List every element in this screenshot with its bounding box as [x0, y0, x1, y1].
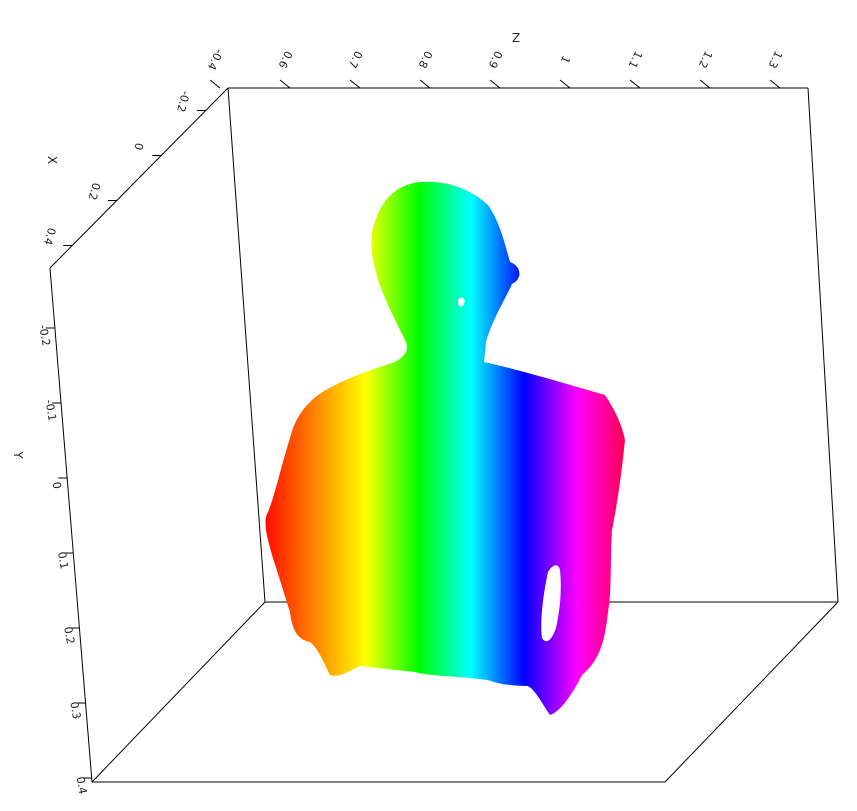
x-tick-label: -0.2 [174, 89, 192, 113]
y-tick-label: 0.3 [67, 701, 83, 720]
y-tick-label: 0 [50, 481, 64, 490]
point-cloud [265, 181, 625, 715]
z-tick-label: 1.3 [766, 49, 785, 70]
box-edge-back-right [807, 87, 839, 603]
y-tick-label: -0.1 [42, 399, 59, 422]
y-tick-label: 0.1 [55, 551, 71, 570]
z-tick-label: 1.1 [626, 49, 645, 70]
z-tick-mark [699, 79, 711, 89]
x-tick-label: 0.2 [86, 181, 103, 201]
z-tick-label: 0.6 [276, 49, 295, 70]
box-edge-bottom-right [664, 601, 839, 783]
z-axis-title: Z [512, 30, 520, 44]
z-tick-mark [419, 79, 431, 89]
y-axis-ticks: -0.2 -0.1 0 0.1 0.2 0.3 0.4 [36, 324, 92, 795]
y-tick-label: -0.2 [36, 324, 53, 347]
x-axis-ticks: -0.2 0 0.2 0.4 [41, 89, 206, 247]
point-cloud-hole [541, 565, 561, 642]
z-tick-mark [559, 79, 571, 89]
z-axis-ticks: -0.4 0.6 0.7 0.8 0.9 1 1.1 1.2 1.3 [205, 47, 785, 89]
point-cloud-neck-shadow [458, 297, 465, 307]
z-tick-mark [349, 79, 361, 89]
box-edge-y-axis [49, 267, 93, 783]
box-edge-x-axis [49, 87, 229, 269]
x-tick-label: 0.4 [41, 226, 58, 246]
z-tick-mark [769, 79, 781, 89]
z-tick-label: 0.8 [416, 49, 435, 70]
z-tick-mark [209, 79, 221, 89]
z-tick-label: -0.4 [205, 47, 226, 72]
z-tick-mark [489, 79, 501, 89]
z-tick-label: 0.7 [346, 49, 365, 70]
y-axis-title: Y [11, 450, 25, 459]
box-edge-bottom-left [91, 601, 266, 783]
y-tick-label: 0.2 [61, 626, 77, 645]
point-cloud-body [265, 181, 625, 715]
z-tick-label: 1.2 [696, 49, 715, 70]
z-tick-mark [629, 79, 641, 89]
z-tick-label: 1 [558, 54, 573, 66]
y-tick-label: 0.4 [74, 776, 90, 795]
z-tick-label: 0.9 [486, 49, 505, 70]
x-tick-label: 0 [131, 141, 145, 151]
x-axis-title: X [45, 156, 59, 164]
box-edge-back-left [227, 87, 266, 603]
z-tick-mark [279, 79, 291, 89]
